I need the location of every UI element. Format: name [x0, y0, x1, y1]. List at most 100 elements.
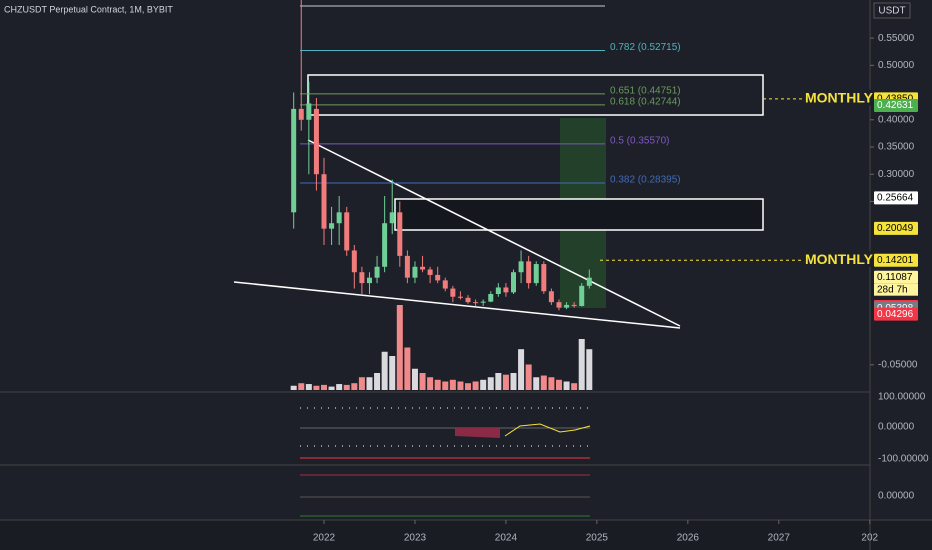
volume-bar: [563, 381, 570, 390]
fib-label: 0.651 (0.44751): [610, 86, 681, 97]
candle-body: [579, 285, 585, 306]
candle-body: [306, 103, 312, 120]
volume-bar: [404, 347, 411, 390]
candle-body: [291, 108, 297, 213]
volume-bar: [555, 379, 562, 390]
candle-body: [465, 297, 471, 303]
symbol-title: CHZUSDT Perpetual Contract, 1M, BYBIT: [4, 4, 173, 14]
candle-body: [321, 174, 327, 229]
trendline: [233, 281, 681, 329]
price-tag-label: 0.11087: [877, 272, 913, 283]
candle-body: [571, 304, 577, 306]
annotation: MONTHLY: [805, 90, 874, 106]
volume-bar: [525, 364, 532, 390]
candle-body: [389, 212, 395, 224]
candle-body: [518, 261, 524, 273]
fib-label: 0.782 (0.52715): [610, 42, 681, 53]
candle-body: [480, 301, 486, 303]
price-tag-label: 0.20049: [877, 223, 914, 234]
fib-label: 0.5 (0.35570): [610, 136, 670, 147]
candle-body: [586, 277, 592, 286]
y-tick-label: 0.35000: [878, 142, 915, 153]
volume-bar: [571, 383, 578, 390]
pane-label: -100.00000: [878, 454, 929, 465]
zone-box: [307, 74, 764, 116]
candle-body: [374, 266, 380, 278]
pane-label: 0.00000: [878, 422, 915, 433]
pane-label: 0.00000: [878, 491, 915, 502]
trendline: [307, 139, 681, 327]
annotation-bg: [803, 89, 876, 106]
candle-body: [526, 261, 532, 284]
volume-bar: [298, 383, 305, 390]
price-tag: [874, 221, 918, 235]
zone-box: [394, 198, 764, 231]
volume-bar: [586, 349, 593, 390]
price-tag: [874, 307, 918, 321]
volume-bar: [472, 381, 479, 390]
volume-bar: [328, 386, 335, 390]
x-tick-label: 2024: [495, 533, 518, 544]
volume-bar: [434, 379, 441, 390]
volume-bar: [480, 379, 487, 390]
volume-bar: [411, 368, 418, 390]
candle-body: [336, 212, 342, 224]
fib-label: 0.618 (0.42744): [610, 96, 681, 107]
volume-bar: [389, 356, 396, 390]
y-tick-label: 0.55000: [878, 33, 915, 44]
y-tick-label: 0.50000: [878, 60, 915, 71]
volume-bar: [374, 373, 381, 390]
candle-body: [427, 269, 433, 275]
candle-body: [412, 266, 418, 278]
candle-body: [442, 280, 448, 289]
candle-body: [382, 223, 388, 267]
x-tick-label: 2026: [677, 533, 700, 544]
price-tag: [874, 191, 918, 205]
y-tick-label: 0.30000: [878, 169, 915, 180]
price-tag-label: 0.04296: [877, 309, 914, 320]
candle-body: [548, 291, 554, 303]
volume-bar: [495, 373, 502, 390]
volume-bar: [578, 339, 585, 390]
volume-bar: [510, 373, 517, 390]
volume-bar: [396, 305, 403, 390]
candle-body: [435, 274, 441, 281]
candle-body: [541, 264, 547, 292]
price-tag-label: 0.25664: [877, 192, 914, 203]
countdown-bg: [874, 283, 918, 296]
volume-bar: [449, 379, 456, 390]
fib-label: 0.382 (0.28395): [610, 175, 681, 186]
volume-bar: [351, 383, 358, 390]
volume-bar: [381, 351, 388, 390]
candle-body: [359, 272, 365, 284]
candle-body: [457, 296, 463, 298]
x-tick-label: 202: [861, 533, 878, 544]
x-tick-label: 2025: [586, 533, 609, 544]
volume-bar: [419, 373, 426, 390]
price-tag: [874, 253, 918, 267]
y-tick-label: 0.40000: [878, 114, 915, 125]
candle-body: [511, 272, 516, 293]
x-tick-label: 2022: [313, 533, 336, 544]
candle-body: [503, 287, 509, 293]
candle-body: [298, 108, 304, 120]
y-tick-label: -0.05000: [878, 359, 918, 370]
volume-bar: [548, 377, 555, 390]
volume-bar: [442, 381, 449, 390]
currency-box[interactable]: [873, 2, 911, 19]
currency[interactable]: USDT: [878, 6, 905, 17]
x-tick-label: 2023: [404, 533, 427, 544]
price-tag: [874, 98, 918, 112]
candle-body: [420, 266, 426, 270]
candle-body: [397, 212, 403, 256]
oscillator: [504, 423, 591, 437]
annotation-bg: [803, 250, 876, 267]
volume-bar: [290, 385, 297, 390]
time-axis-bg: [0, 520, 932, 550]
candle-body: [404, 255, 410, 278]
candle-body: [313, 108, 319, 175]
volume-bar: [533, 377, 540, 390]
candle-body: [450, 288, 456, 297]
